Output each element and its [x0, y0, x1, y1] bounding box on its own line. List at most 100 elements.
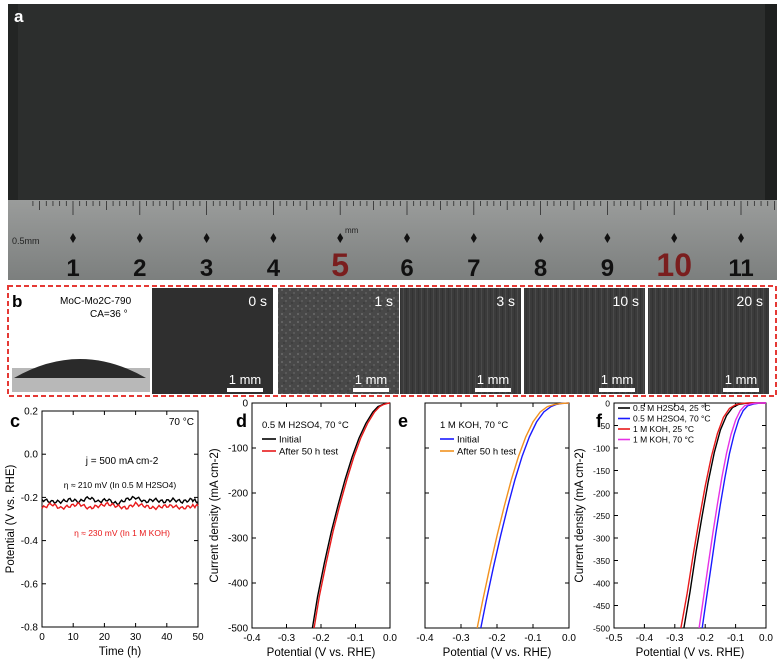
droplet-frame — [400, 288, 521, 394]
scale-bar — [353, 388, 389, 392]
ruler-number: 4 — [267, 255, 281, 282]
ruler — [8, 200, 777, 280]
legend-entry: Initial — [457, 435, 479, 446]
series-line — [680, 402, 766, 629]
y-tick-label: -100 — [593, 444, 610, 454]
panel-b: b MoC-Mo2C-790 CA=36 ° 0 s 1 mm 1 s 1 mm 3 s… — [7, 285, 777, 397]
x-tick-label: -0.2 — [697, 633, 715, 644]
ruler-number: 2 — [133, 255, 146, 282]
plot-frame — [424, 402, 570, 629]
x-tick-label: 30 — [130, 632, 142, 643]
panel-f: -0.5 -0.4 -0.3 -0.2 -0.1 0.0 0 -50 -100 -150 -200 -… — [574, 399, 773, 660]
series-line — [41, 495, 199, 506]
x-tick-label: 0.0 — [759, 633, 773, 644]
x-tick-label: -0.3 — [452, 633, 470, 644]
ruler-marker — [203, 233, 210, 243]
droplet-frame — [524, 288, 645, 394]
x-tick-label: -0.2 — [488, 633, 506, 644]
ruler-marker — [136, 233, 143, 243]
y-tick-label: -300 — [228, 534, 248, 545]
x-tick-label: -0.3 — [278, 633, 296, 644]
ruler-marker — [604, 233, 611, 243]
y-tick-label: -200 — [593, 489, 610, 499]
y-tick-label: 0 — [605, 399, 610, 409]
ruler-marker — [671, 233, 678, 243]
series-line — [698, 402, 766, 629]
x-tick-label: 0.0 — [562, 633, 576, 644]
x-tick-label: -0.2 — [312, 633, 330, 644]
y-tick-label: -200 — [228, 489, 248, 500]
plot-frame — [41, 410, 199, 628]
scale-bar-label: 1 mm — [601, 372, 634, 387]
x-axis-label: Potential (V vs. RHE) — [636, 647, 745, 659]
droplet-frame — [152, 288, 273, 394]
ruler-number: 1 — [66, 255, 79, 282]
y-tick-label: -500 — [593, 624, 610, 634]
legend-title: 0.5 M H2SO4, 70 °C — [262, 420, 349, 431]
series-line — [41, 501, 199, 511]
ruler-number: 3 — [200, 255, 213, 282]
annotation-temp: 70 °C — [169, 417, 194, 428]
legend-entry: 0.5 M H2SO4, 25 °C — [633, 403, 711, 413]
x-tick-label: 20 — [99, 632, 111, 643]
series-line — [311, 402, 391, 629]
y-tick-label: -0.2 — [21, 493, 39, 504]
series-line — [313, 402, 391, 629]
y-tick-label: -400 — [593, 579, 610, 589]
y-tick-label: 0 — [242, 399, 248, 410]
panel-e-label: e — [398, 411, 408, 431]
droplet-frames: 0 s 1 mm 1 s 1 mm 3 s 1 mm 10 s 1 mm 20 s 1 mm — [152, 288, 769, 394]
x-tick-label: 50 — [192, 632, 204, 643]
y-tick-label: 0.0 — [24, 450, 38, 461]
droplet-frame — [648, 288, 769, 394]
ruler-marker — [470, 233, 477, 243]
x-tick-label: 40 — [161, 632, 173, 643]
ruler-marker — [270, 233, 277, 243]
ruler-marker — [70, 233, 76, 243]
scale-bar — [475, 388, 511, 392]
ruler-ticks — [32, 201, 775, 243]
series-line — [701, 402, 766, 629]
x-axis-label: Time (h) — [99, 646, 142, 658]
y-tick-label: -50 — [598, 421, 611, 431]
legend-entry: 1 M KOH, 25 °C — [633, 424, 694, 434]
panel-d-label: d — [236, 411, 247, 431]
y-tick-label: -450 — [593, 601, 610, 611]
scale-bar — [599, 388, 635, 392]
y-axis-label: Current density (mA cm-2) — [209, 448, 221, 582]
ruler-unit-left: 0.5mm — [12, 236, 40, 246]
legend-entry: After 50 h test — [279, 447, 339, 458]
ruler-number: 9 — [601, 255, 614, 282]
panel-a-label: a — [14, 7, 24, 26]
frame-time: 1 s — [374, 293, 393, 309]
y-tick-label: -0.8 — [21, 623, 39, 634]
x-tick-label: 0.0 — [383, 633, 397, 644]
ruler-marker — [337, 233, 344, 243]
y-tick-label: -100 — [228, 444, 248, 455]
x-tick-label: 10 — [68, 632, 80, 643]
y-tick-label: -0.4 — [21, 536, 39, 547]
sample-label: MoC-Mo2C-790 — [60, 296, 132, 307]
x-axis-label: Potential (V vs. RHE) — [443, 647, 552, 659]
y-tick-label: -500 — [228, 624, 248, 635]
frame-time: 10 s — [613, 293, 639, 309]
scale-bar-label: 1 mm — [477, 372, 510, 387]
panel-b-label: b — [12, 292, 22, 311]
panel-c: 0 10 20 30 40 50 0.2 0.0 -0.2 -0.4 -0.6 -0.8 Time (h… — [5, 407, 204, 659]
x-tick-label: -0.5 — [605, 633, 623, 644]
y-tick-label: -400 — [228, 579, 248, 590]
ruler-unit-mid: mm — [345, 226, 359, 235]
water-droplet — [14, 359, 146, 378]
legend-entry: 0.5 M H2SO4, 70 °C — [633, 414, 711, 424]
frame-time: 20 s — [737, 293, 763, 309]
x-tick-label: -0.4 — [416, 633, 434, 644]
scale-bar-label: 1 mm — [229, 372, 262, 387]
ruler-numbers: 1 2 3 4 5 6 7 8 9 10 11 — [66, 247, 753, 283]
frame-time: 0 s — [248, 293, 267, 309]
y-tick-label: -350 — [593, 556, 610, 566]
annotation-acid: η ≈ 210 mV (In 0.5 M H2SO4) — [64, 480, 177, 490]
x-tick-label: 0 — [39, 632, 45, 643]
annotation-alkaline: η ≈ 230 mV (In 1 M KOH) — [74, 528, 170, 538]
scale-bar — [227, 388, 263, 392]
